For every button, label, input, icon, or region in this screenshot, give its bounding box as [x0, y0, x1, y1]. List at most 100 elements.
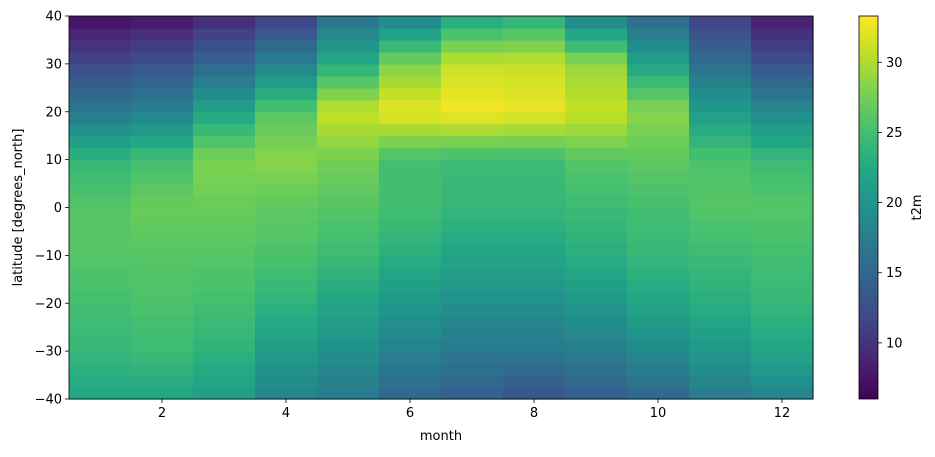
heatmap-cell: [627, 255, 690, 268]
x-axis-ticks: 2 4 6 8 10 12: [158, 399, 790, 421]
heatmap-cell: [69, 195, 132, 209]
heatmap-cell: [441, 51, 504, 65]
heatmap-cell: [193, 159, 256, 173]
heatmap-cell: [565, 99, 628, 113]
heatmap-cell: [689, 51, 752, 65]
heatmap-cell: [751, 207, 814, 221]
heatmap-cell: [255, 171, 318, 185]
heatmap-cell: [255, 16, 318, 29]
heatmap-cell: [441, 63, 504, 77]
heatmap-cell: [131, 87, 194, 101]
heatmap-cell: [565, 267, 628, 280]
heatmap-cell: [751, 315, 814, 328]
colorbar-tick-label: 30: [886, 56, 903, 71]
heatmap-cell: [317, 39, 380, 53]
heatmap-cell: [255, 75, 318, 89]
heatmap-cell: [131, 27, 194, 41]
heatmap-cell: [69, 279, 132, 292]
heatmap-cell: [751, 171, 814, 185]
heatmap-cell: [503, 171, 566, 185]
heatmap-cell: [379, 219, 442, 233]
heatmap-cell: [565, 87, 628, 101]
heatmap-cell: [379, 387, 442, 400]
heatmap-cell: [193, 183, 256, 197]
heatmap-cell: [627, 159, 690, 173]
heatmap-cell: [751, 195, 814, 209]
heatmap-cell: [317, 327, 380, 340]
heatmap-cell: [441, 255, 504, 268]
heatmap-cell: [193, 63, 256, 77]
heatmap-cell: [131, 195, 194, 209]
heatmap-cell: [689, 183, 752, 197]
heatmap-cell: [503, 159, 566, 173]
heatmap-cell: [751, 51, 814, 65]
heatmap-cell: [255, 363, 318, 376]
colorbar-tick-label: 25: [886, 126, 903, 141]
heatmap-cell: [565, 303, 628, 316]
heatmap-cell: [565, 171, 628, 185]
heatmap-cell: [379, 111, 442, 125]
heatmap-cell: [689, 159, 752, 173]
heatmap-cell: [317, 339, 380, 352]
heatmap-cell: [131, 315, 194, 328]
heatmap-cell: [69, 231, 132, 245]
heatmap-cell: [751, 87, 814, 101]
heatmap-cell: [751, 135, 814, 149]
heatmap-cell: [379, 159, 442, 173]
heatmap-cell: [131, 351, 194, 364]
heatmap-cell: [751, 231, 814, 245]
heatmap-cell: [441, 291, 504, 304]
heatmap-cell: [503, 267, 566, 280]
x-axis-label: month: [420, 429, 462, 444]
heatmap-cell: [689, 99, 752, 113]
heatmap-cell: [69, 243, 132, 256]
heatmap-cell: [503, 75, 566, 89]
heatmap-cell: [627, 231, 690, 245]
heatmap-cell: [565, 16, 628, 29]
heatmap-cell: [751, 375, 814, 388]
heatmap-cell: [131, 123, 194, 137]
heatmap-cell: [441, 195, 504, 209]
heatmap-cell: [317, 135, 380, 149]
heatmap-cell: [689, 63, 752, 77]
heatmap-cell: [131, 183, 194, 197]
x-tick-label: 2: [158, 406, 166, 421]
heatmap-cell: [565, 375, 628, 388]
heatmap-cell: [317, 279, 380, 292]
heatmap-cell: [131, 363, 194, 376]
heatmap-cell: [441, 243, 504, 256]
heatmap-cell: [689, 231, 752, 245]
heatmap-cell: [255, 219, 318, 233]
heatmap-cell: [503, 87, 566, 101]
heatmap-cell: [751, 339, 814, 352]
heatmap-cell: [379, 351, 442, 364]
heatmap-cell: [441, 363, 504, 376]
heatmap-cell: [379, 123, 442, 137]
heatmap-cell: [193, 315, 256, 328]
colorbar: [858, 15, 879, 400]
heatmap-cell: [317, 351, 380, 364]
colorbar-tick-label: 15: [886, 266, 903, 281]
heatmap-cell: [689, 351, 752, 364]
heatmap-cell: [317, 231, 380, 245]
heatmap-cell: [565, 195, 628, 209]
heatmap-cell: [565, 243, 628, 256]
y-tick-label: 20: [45, 105, 62, 120]
heatmap-cell: [255, 159, 318, 173]
heatmap-cell: [441, 279, 504, 292]
heatmap-cell: [131, 207, 194, 221]
heatmap-cell: [627, 279, 690, 292]
heatmap-cell: [441, 231, 504, 245]
heatmap-cell: [69, 51, 132, 65]
heatmap-cell: [751, 27, 814, 41]
heatmap-cell: [193, 16, 256, 29]
heatmap-cell: [503, 363, 566, 376]
heatmap-cell: [689, 387, 752, 400]
heatmap-cell: [317, 183, 380, 197]
heatmap-cell: [317, 27, 380, 41]
heatmap-cell: [317, 255, 380, 268]
heatmap-cell: [503, 63, 566, 77]
heatmap-cell: [193, 135, 256, 149]
heatmap-cell: [69, 63, 132, 77]
heatmap-cell: [193, 171, 256, 185]
